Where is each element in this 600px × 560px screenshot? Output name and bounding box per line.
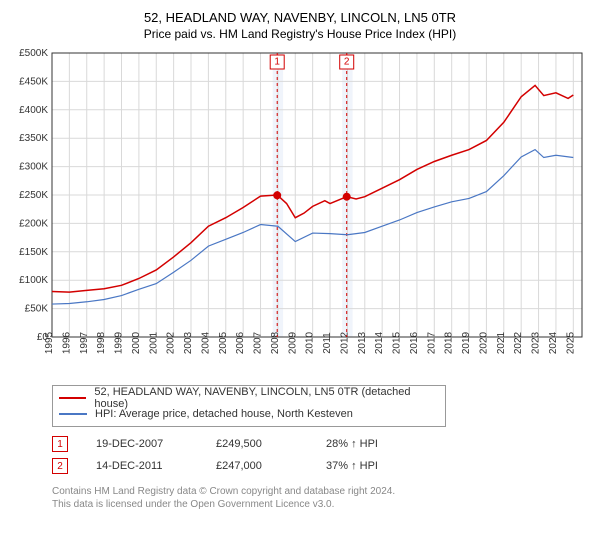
svg-text:2014: 2014 [374,331,385,354]
sale-marker-box: 2 [52,458,68,474]
legend: 52, HEADLAND WAY, NAVENBY, LINCOLN, LN5 … [52,385,446,427]
page-title: 52, HEADLAND WAY, NAVENBY, LINCOLN, LN5 … [12,10,588,25]
svg-text:2002: 2002 [166,331,177,354]
svg-text:2023: 2023 [531,331,542,354]
sale-marker-box: 1 [52,436,68,452]
svg-text:2013: 2013 [357,331,368,354]
svg-text:2: 2 [344,57,350,68]
sale-delta: 28% ↑ HPI [326,438,378,450]
svg-text:2001: 2001 [148,331,159,354]
svg-text:2025: 2025 [565,331,576,354]
legend-swatch [59,413,87,415]
svg-text:£400K: £400K [19,105,48,116]
svg-text:2012: 2012 [339,331,350,354]
svg-text:2005: 2005 [218,331,229,354]
svg-text:2019: 2019 [461,331,472,354]
legend-item: 52, HEADLAND WAY, NAVENBY, LINCOLN, LN5 … [59,390,439,406]
svg-text:2004: 2004 [200,331,211,354]
svg-text:2000: 2000 [131,331,142,354]
sale-date: 14-DEC-2011 [96,460,216,472]
sale-row: 1 19-DEC-2007 £249,500 28% ↑ HPI [52,433,588,455]
svg-text:2024: 2024 [548,331,559,354]
svg-text:2006: 2006 [235,331,246,354]
svg-text:2021: 2021 [496,331,507,354]
svg-text:2003: 2003 [183,331,194,354]
svg-text:£50K: £50K [25,304,49,315]
svg-text:£200K: £200K [19,218,48,229]
svg-text:£500K: £500K [19,48,48,59]
svg-text:£350K: £350K [19,133,48,144]
svg-text:2009: 2009 [287,331,298,354]
legend-swatch [59,397,86,399]
page-subtitle: Price paid vs. HM Land Registry's House … [12,27,588,41]
sale-date: 19-DEC-2007 [96,438,216,450]
svg-text:2017: 2017 [426,331,437,354]
sale-delta: 37% ↑ HPI [326,460,378,472]
svg-text:1996: 1996 [61,331,72,354]
svg-text:1: 1 [274,57,280,68]
svg-text:£150K: £150K [19,247,48,258]
svg-text:1997: 1997 [79,331,90,354]
sale-price: £247,000 [216,460,326,472]
price-chart: £0£50K£100K£150K£200K£250K£300K£350K£400… [12,47,588,377]
svg-text:1999: 1999 [114,331,125,354]
svg-text:1998: 1998 [96,331,107,354]
svg-text:2018: 2018 [444,331,455,354]
legend-label: HPI: Average price, detached house, Nort… [95,408,353,420]
svg-text:£250K: £250K [19,190,48,201]
svg-text:2011: 2011 [322,332,333,354]
sale-row: 2 14-DEC-2011 £247,000 37% ↑ HPI [52,455,588,477]
svg-text:2016: 2016 [409,331,420,354]
svg-text:£100K: £100K [19,275,48,286]
sale-price: £249,500 [216,438,326,450]
sales-table: 1 19-DEC-2007 £249,500 28% ↑ HPI 2 14-DE… [52,433,588,477]
svg-text:2020: 2020 [478,331,489,354]
svg-text:2010: 2010 [305,331,316,354]
svg-text:2015: 2015 [392,331,403,354]
svg-text:2007: 2007 [253,331,264,354]
svg-text:£450K: £450K [19,76,48,87]
svg-text:1995: 1995 [44,331,55,354]
svg-text:2008: 2008 [270,331,281,354]
svg-text:2022: 2022 [513,331,524,354]
legend-label: 52, HEADLAND WAY, NAVENBY, LINCOLN, LN5 … [94,386,439,410]
svg-text:£300K: £300K [19,162,48,173]
footnote: Contains HM Land Registry data © Crown c… [52,485,588,511]
